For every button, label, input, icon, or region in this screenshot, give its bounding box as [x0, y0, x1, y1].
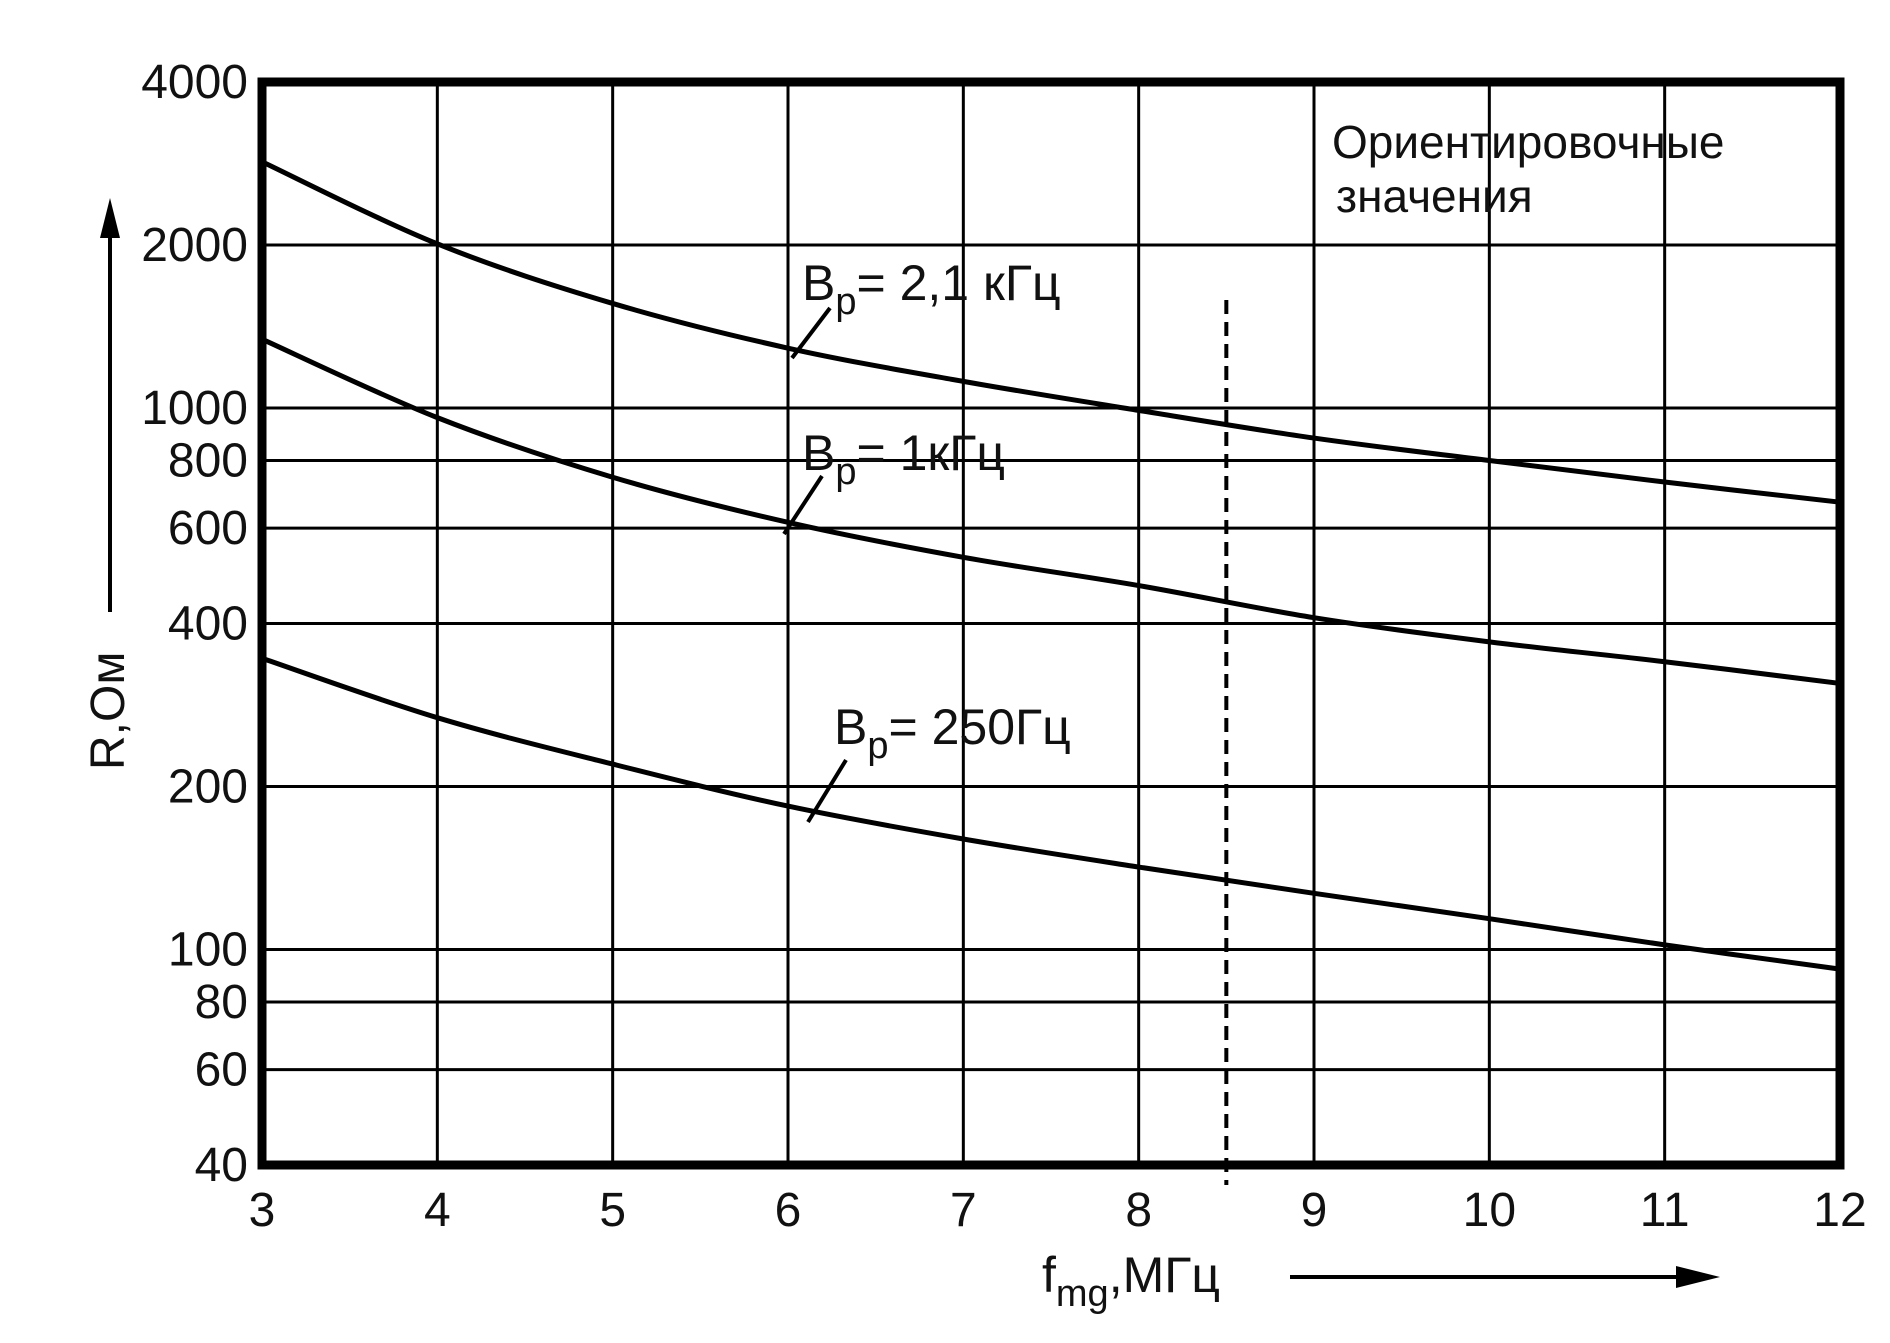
x-tick-label: 4 — [424, 1184, 451, 1237]
x-tick-label: 5 — [599, 1184, 626, 1237]
x-axis-arrowhead — [1676, 1266, 1720, 1288]
x-tick-labels: 3 4 5 6 7 8 9 10 11 12 — [249, 1184, 1867, 1237]
plot-frame — [257, 77, 1845, 1170]
x-tick-label: 6 — [775, 1184, 802, 1237]
grid — [260, 80, 1842, 1167]
x-tick-label: 10 — [1463, 1184, 1516, 1237]
series-line-1 — [260, 159, 1841, 505]
y-tick-label: 80 — [195, 976, 248, 1029]
y-tick-label: 200 — [168, 761, 248, 814]
y-tick-label: 800 — [168, 434, 248, 487]
x-tick-label: 7 — [950, 1184, 977, 1237]
x-tick-label: 3 — [249, 1184, 276, 1237]
series-label-1: Bp= 2,1 кГц — [802, 255, 1061, 323]
y-tick-label: 60 — [195, 1044, 248, 1097]
x-tick-label: 11 — [1640, 1184, 1690, 1237]
y-axis-label: R,Ом — [82, 652, 135, 770]
y-tick-label: 4000 — [141, 56, 248, 109]
annotation-line-1: Ориентировочные — [1332, 116, 1724, 168]
y-tick-label: 40 — [195, 1139, 248, 1192]
x-tick-label: 8 — [1125, 1184, 1152, 1237]
y-axis-arrowhead — [100, 198, 120, 238]
series-leader-2 — [782, 474, 824, 536]
curves — [260, 159, 1841, 972]
x-axis-label: fmg,МГц — [1042, 1247, 1220, 1315]
y-tick-label: 600 — [168, 502, 248, 555]
x-tick-label: 12 — [1813, 1184, 1866, 1237]
series-label-3: Bp= 250Гц — [834, 699, 1071, 767]
y-tick-label: 400 — [168, 598, 248, 651]
y-tick-label: 2000 — [141, 219, 248, 272]
y-tick-label: 100 — [168, 924, 248, 977]
series-leader-3 — [806, 758, 848, 824]
x-tick-label: 9 — [1301, 1184, 1328, 1237]
y-tick-label: 1000 — [141, 382, 248, 435]
series-line-3 — [261, 655, 1841, 972]
series-leader-1 — [790, 306, 832, 360]
annotation-line-2: значения — [1336, 170, 1533, 222]
series-line-2 — [260, 336, 1841, 686]
series-label-2: Bp= 1кГц — [802, 425, 1005, 493]
